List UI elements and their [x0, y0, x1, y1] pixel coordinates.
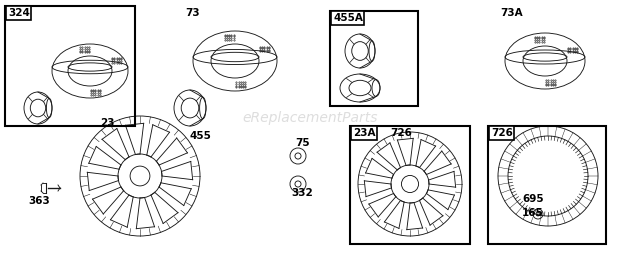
Bar [330, 11, 418, 106]
Text: eReplacementParts: eReplacementParts [242, 111, 378, 125]
Text: 75: 75 [295, 138, 309, 148]
Text: 455: 455 [190, 131, 212, 141]
Text: 73: 73 [185, 8, 200, 18]
Bar [5, 6, 135, 126]
Text: 324: 324 [8, 8, 30, 18]
Text: 73A: 73A [500, 8, 523, 18]
Bar [488, 126, 606, 244]
Text: 332: 332 [291, 188, 312, 198]
Text: 23: 23 [100, 118, 115, 128]
Text: 695: 695 [522, 194, 544, 204]
Text: 455A: 455A [333, 13, 363, 23]
Text: 23A: 23A [353, 128, 376, 138]
Text: 726: 726 [390, 128, 412, 138]
Text: 726: 726 [491, 128, 513, 138]
Bar [350, 126, 470, 244]
Text: 165: 165 [522, 208, 544, 218]
Text: 363: 363 [28, 196, 50, 206]
